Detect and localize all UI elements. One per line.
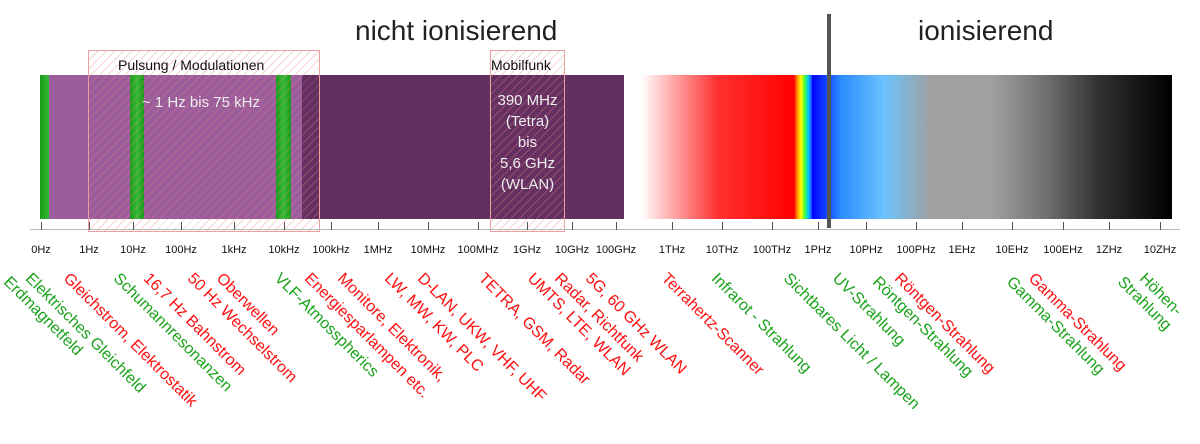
tick-label: 10THz: [705, 244, 739, 256]
tick-mark: [672, 222, 673, 230]
tick-label: 1Hz: [79, 244, 99, 256]
spectrum-purple-dark: [302, 75, 624, 219]
tick-mark: [1063, 222, 1064, 230]
tick-mark: [962, 222, 963, 230]
tick-label: 100EHz: [1043, 244, 1083, 256]
tick-label: 10Hz: [120, 244, 146, 256]
tick-mark: [331, 222, 332, 230]
non-ionizing-title: nicht ionisierend: [355, 15, 558, 46]
tick-label: 1ZHz: [1095, 244, 1123, 256]
tick-label: 100PHz: [896, 244, 936, 256]
tick-mark: [818, 222, 819, 230]
tick-mark: [916, 222, 917, 230]
tick-label: 100kHz: [312, 244, 350, 256]
tick-label: 1EHz: [948, 244, 976, 256]
spectrum-purple-light: [40, 75, 302, 219]
tick-label: 100GHz: [595, 244, 637, 256]
tick-mark: [1109, 222, 1110, 230]
spectrum-visible-light: [794, 75, 812, 219]
tick-label: 100THz: [752, 244, 792, 256]
pulse-modulation-box: [88, 50, 320, 232]
tick-mark: [866, 222, 867, 230]
mobile-range-text: 390 MHz (Tetra) bis 5,6 GHz (WLAN): [470, 90, 585, 195]
ionizing-divider: [827, 14, 831, 228]
tick-label: 10kHz: [268, 244, 300, 256]
spectrum-uv-xray-gamma: [812, 75, 1172, 219]
tick-label: 10ZHz: [1143, 244, 1177, 256]
tick-label: 1kHz: [221, 244, 247, 256]
spectrum-green-stripe-2: [130, 75, 144, 219]
mobile-radio-box: [490, 50, 565, 232]
source-label: Gamma-Strahlung Gamma-Strahlung: [1003, 270, 1129, 388]
tick-mark: [234, 222, 235, 230]
source-label-line: Gamma-Strahlung: [1003, 273, 1108, 378]
frequency-axis: [30, 229, 1180, 230]
mobile-line: bis: [517, 134, 538, 151]
tick-mark: [722, 222, 723, 230]
mobile-line: 390 MHz: [497, 92, 558, 109]
tick-label: 100Hz: [165, 244, 197, 256]
tick-mark: [572, 222, 573, 230]
spectrum-infrared: [624, 75, 794, 219]
mobile-line: (Tetra): [505, 113, 550, 130]
tick-label: 1THz: [658, 244, 686, 256]
tick-label: 100MHz: [457, 244, 499, 256]
tick-label: 10EHz: [995, 244, 1029, 256]
tick-label: 0Hz: [31, 244, 51, 256]
tick-mark: [41, 222, 42, 230]
tick-mark: [284, 222, 285, 230]
tick-label: 1GHz: [512, 244, 542, 256]
tick-label: 1MHz: [363, 244, 393, 256]
tick-mark: [133, 222, 134, 230]
tick-label: 1PHz: [804, 244, 832, 256]
tick-mark: [89, 222, 90, 230]
tick-mark: [478, 222, 479, 230]
tick-mark: [378, 222, 379, 230]
tick-mark: [1160, 222, 1161, 230]
tick-label: 10GHz: [554, 244, 590, 256]
tick-mark: [616, 222, 617, 230]
mobile-line: 5,6 GHz: [499, 155, 556, 172]
tick-mark: [772, 222, 773, 230]
tick-mark: [428, 222, 429, 230]
ionizing-title: ionisierend: [918, 15, 1054, 46]
mobile-line: (WLAN): [500, 176, 555, 193]
spectrum-green-stripe-3: [276, 75, 291, 219]
tick-label: 10MHz: [410, 244, 446, 256]
spectrum-green-stripe-1: [40, 75, 49, 219]
mobile-radio-label: Mobilfunk: [491, 57, 551, 73]
tick-mark: [181, 222, 182, 230]
pulse-range-text: ~ 1 Hz bis 75 kHz: [142, 94, 260, 111]
tick-label: 10PHz: [849, 244, 883, 256]
tick-mark: [1012, 222, 1013, 230]
tick-mark: [527, 222, 528, 230]
source-label-line: Erdmagnetfeld: [0, 273, 86, 360]
source-label: Höhen- Strahlung: [1114, 270, 1188, 335]
pulse-modulation-label: Pulsung / Modulationen: [118, 57, 265, 73]
